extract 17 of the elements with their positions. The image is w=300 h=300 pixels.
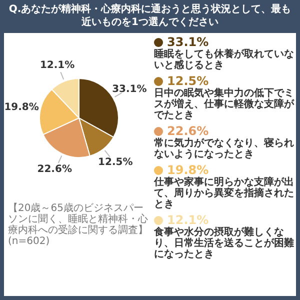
text: 33.1% — [167, 35, 209, 49]
text: 【20歳～65歳のビジネスパーソンに聞く、睡眠と精神科・心療内科への受診に関する調査】(n=602) — [8, 203, 149, 247]
legend-label: 日中の眠気や集中力の低下でミスが増え、仕事に軽微な支障がでたとき — [154, 88, 294, 121]
text: 12.5% — [167, 74, 209, 88]
data-label: 12.1% — [40, 60, 75, 72]
text: 22.6% — [167, 124, 209, 138]
legend-label: 睡眠をしても休養が取れていないと感じるとき — [154, 49, 294, 71]
data-label: 22.6% — [37, 164, 72, 175]
data-label: 19.8% — [4, 102, 39, 113]
chart-title: Q.あなたが精神科・心療内科に通おうと思う状況として、最も近いものを1つ選んでください — [8, 3, 292, 29]
data-label: 12.5% — [98, 156, 133, 168]
text: 19.8% — [167, 163, 209, 177]
text: 12.1% — [167, 213, 209, 227]
legend-label: 食事や水分の摂取が難しくなり、日常生活を送ることが困難になったとき — [154, 227, 294, 260]
legend-label: 仕事や家事に明らかな支障が出て、周りから異変を指摘されたとき — [154, 177, 294, 210]
legend-label: 常に気力がでなくなり、寝られないようになったとき — [154, 138, 294, 160]
data-label: 33.1% — [112, 84, 147, 95]
